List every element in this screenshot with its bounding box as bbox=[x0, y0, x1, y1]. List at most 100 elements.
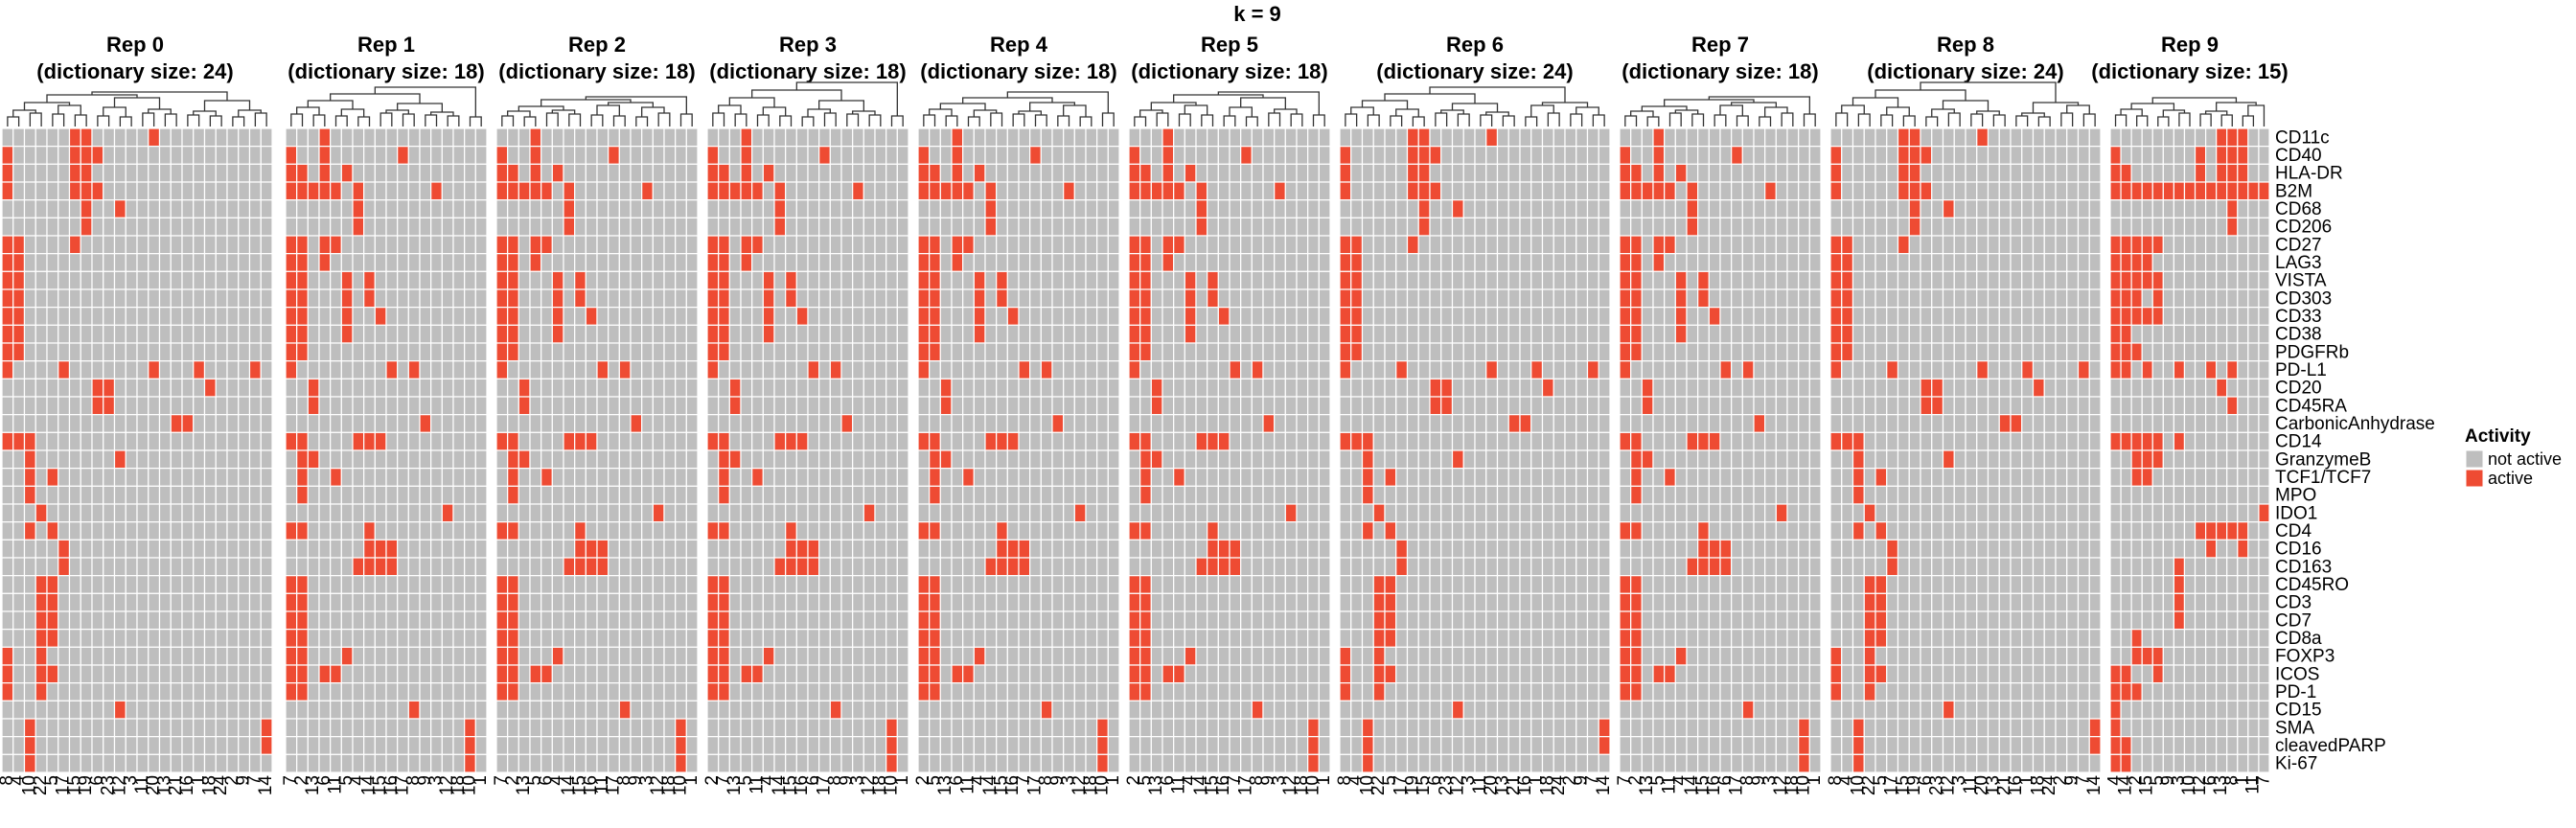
column-label: 3 bbox=[848, 775, 868, 786]
heatmap-cell-active bbox=[34, 575, 48, 594]
heatmap-cell-inactive bbox=[740, 539, 753, 559]
heatmap-cell-inactive bbox=[1173, 485, 1185, 505]
heatmap-cell-inactive bbox=[1006, 270, 1020, 290]
heatmap-cell-inactive bbox=[896, 288, 909, 309]
heatmap-cell-active bbox=[718, 664, 730, 684]
heatmap-cell-inactive bbox=[374, 753, 387, 773]
heatmap-cell-inactive bbox=[260, 414, 273, 433]
heatmap-cell-inactive bbox=[226, 324, 240, 344]
heatmap-cell-inactive bbox=[728, 753, 742, 773]
heatmap-cell-inactive bbox=[929, 718, 941, 738]
heatmap-cell-inactive bbox=[762, 610, 775, 631]
heatmap-cell-active bbox=[68, 235, 81, 255]
heatmap-cell-inactive bbox=[441, 485, 454, 505]
heatmap-cell-inactive bbox=[773, 163, 787, 183]
heatmap-cell-inactive bbox=[1296, 592, 1309, 612]
heatmap-cell-inactive bbox=[939, 557, 953, 577]
heatmap-cell-inactive bbox=[896, 396, 909, 416]
heatmap-cell-inactive bbox=[452, 270, 466, 290]
heatmap-cell-inactive bbox=[113, 217, 126, 237]
dendrogram-branch bbox=[357, 116, 371, 126]
column-label: 4 bbox=[758, 775, 778, 786]
heatmap-cell-inactive bbox=[397, 503, 409, 523]
heatmap-cell-inactive bbox=[1051, 503, 1065, 523]
heatmap-cell-inactive bbox=[1139, 718, 1152, 738]
heatmap-cell-inactive bbox=[1073, 270, 1087, 290]
heatmap-cell-inactive bbox=[852, 539, 864, 559]
heatmap-cell-active bbox=[1162, 664, 1175, 684]
heatmap-cell-inactive bbox=[795, 449, 809, 470]
heatmap-cell-inactive bbox=[551, 682, 564, 702]
heatmap-cell-inactive bbox=[1162, 307, 1175, 326]
heatmap-cell-active bbox=[1, 146, 14, 165]
heatmap-cell-inactive bbox=[441, 610, 454, 631]
heatmap-cell-inactive bbox=[518, 414, 531, 433]
heatmap-cell-inactive bbox=[886, 485, 898, 505]
column-label: 1 bbox=[1314, 775, 1334, 786]
heatmap-cell-inactive bbox=[1284, 718, 1298, 738]
heatmap-cell-inactive bbox=[551, 592, 564, 612]
heatmap-cell-inactive bbox=[68, 646, 81, 666]
heatmap-cell-active bbox=[318, 146, 332, 165]
heatmap-cell-inactive bbox=[574, 610, 586, 631]
heatmap-cell-inactive bbox=[1051, 610, 1065, 631]
heatmap-cell-inactive bbox=[238, 753, 251, 773]
heatmap-cell-inactive bbox=[973, 468, 986, 487]
heatmap-cell-inactive bbox=[751, 592, 764, 612]
heatmap-cell-inactive bbox=[1073, 610, 1087, 631]
heatmap-cell-inactive bbox=[363, 485, 376, 505]
heatmap-cell-inactive bbox=[1139, 396, 1152, 416]
heatmap-cell-inactive bbox=[685, 539, 699, 559]
heatmap-cell-inactive bbox=[896, 199, 909, 218]
heatmap-cell-active bbox=[12, 307, 26, 326]
heatmap-cell-inactive bbox=[596, 449, 610, 470]
heatmap-cell-inactive bbox=[641, 270, 654, 290]
heatmap-cell-active bbox=[495, 307, 509, 326]
heatmap-cell-inactive bbox=[1485, 253, 1499, 272]
heatmap-cell-active bbox=[318, 127, 332, 148]
heatmap-cell-inactive bbox=[618, 288, 632, 309]
column-label: 16 bbox=[792, 775, 812, 795]
heatmap-cell-inactive bbox=[518, 288, 531, 309]
heatmap-cell-inactive bbox=[886, 592, 898, 612]
heatmap-cell-inactive bbox=[46, 539, 59, 559]
heatmap-cell-inactive bbox=[170, 736, 183, 755]
heatmap-cell-active bbox=[829, 700, 842, 720]
heatmap-cell-inactive bbox=[1586, 396, 1599, 416]
heatmap-cell-active bbox=[91, 146, 104, 165]
heatmap-cell-inactive bbox=[1530, 235, 1544, 255]
heatmap-cell-inactive bbox=[773, 718, 787, 738]
heatmap-cell-inactive bbox=[762, 468, 775, 487]
heatmap-cell-inactive bbox=[1073, 575, 1087, 594]
heatmap-cell-inactive bbox=[1018, 449, 1031, 470]
heatmap-cell-inactive bbox=[1240, 431, 1253, 451]
heatmap-cell-inactive bbox=[728, 127, 742, 148]
heatmap-cell-inactive bbox=[1564, 539, 1577, 559]
heatmap-cell-active bbox=[929, 324, 941, 344]
heatmap-cell-inactive bbox=[718, 539, 730, 559]
heatmap-cell-inactive bbox=[113, 682, 126, 702]
heatmap-cell-inactive bbox=[886, 414, 898, 433]
heatmap-cell-inactive bbox=[1541, 539, 1554, 559]
heatmap-cell-inactive bbox=[1530, 270, 1544, 290]
heatmap-cell-inactive bbox=[1284, 253, 1298, 272]
heatmap-cell-inactive bbox=[1006, 360, 1020, 380]
heatmap-cell-active bbox=[285, 521, 298, 540]
heatmap-cell-active bbox=[751, 664, 764, 684]
heatmap-cell-inactive bbox=[563, 449, 576, 470]
heatmap-cell-active bbox=[740, 235, 753, 255]
heatmap-cell-inactive bbox=[1096, 592, 1109, 612]
heatmap-cell-inactive bbox=[1073, 664, 1087, 684]
heatmap-cell-inactive bbox=[1051, 163, 1065, 183]
heatmap-cell-inactive bbox=[951, 324, 964, 344]
heatmap-cell-inactive bbox=[1085, 485, 1098, 505]
heatmap-cell-inactive bbox=[1576, 521, 1589, 540]
heatmap-cell-inactive bbox=[58, 592, 71, 612]
heatmap-cell-inactive bbox=[862, 700, 876, 720]
heatmap-cell-inactive bbox=[260, 378, 273, 398]
panel-subtitle: (dictionary size: 18) bbox=[1131, 59, 1327, 83]
heatmap-cell-inactive bbox=[840, 396, 854, 416]
heatmap-cell-inactive bbox=[574, 199, 586, 218]
heatmap-cell-active bbox=[740, 664, 753, 684]
heatmap-cell-inactive bbox=[125, 646, 138, 666]
